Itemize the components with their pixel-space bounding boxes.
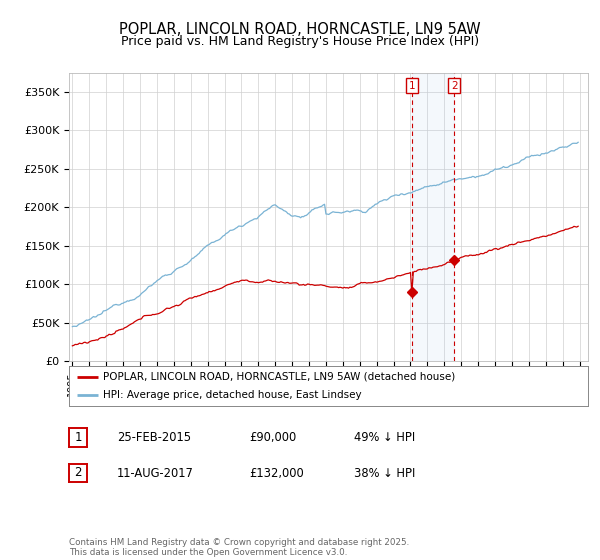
Text: POPLAR, LINCOLN ROAD, HORNCASTLE, LN9 5AW (detached house): POPLAR, LINCOLN ROAD, HORNCASTLE, LN9 5A… <box>103 372 455 381</box>
Text: 1: 1 <box>74 431 82 444</box>
Text: 49% ↓ HPI: 49% ↓ HPI <box>354 431 415 445</box>
Text: POPLAR, LINCOLN ROAD, HORNCASTLE, LN9 5AW: POPLAR, LINCOLN ROAD, HORNCASTLE, LN9 5A… <box>119 22 481 38</box>
Text: £132,000: £132,000 <box>249 466 304 480</box>
Text: 25-FEB-2015: 25-FEB-2015 <box>117 431 191 445</box>
Text: Price paid vs. HM Land Registry's House Price Index (HPI): Price paid vs. HM Land Registry's House … <box>121 35 479 48</box>
Bar <box>412 73 454 361</box>
Text: 11-AUG-2017: 11-AUG-2017 <box>117 466 194 480</box>
Text: 1: 1 <box>409 81 415 91</box>
Text: HPI: Average price, detached house, East Lindsey: HPI: Average price, detached house, East… <box>103 390 361 400</box>
Text: 2: 2 <box>451 81 457 91</box>
Text: 38% ↓ HPI: 38% ↓ HPI <box>354 466 415 480</box>
Text: 2: 2 <box>74 466 82 479</box>
Text: Contains HM Land Registry data © Crown copyright and database right 2025.
This d: Contains HM Land Registry data © Crown c… <box>69 538 409 557</box>
Text: £90,000: £90,000 <box>249 431 296 445</box>
